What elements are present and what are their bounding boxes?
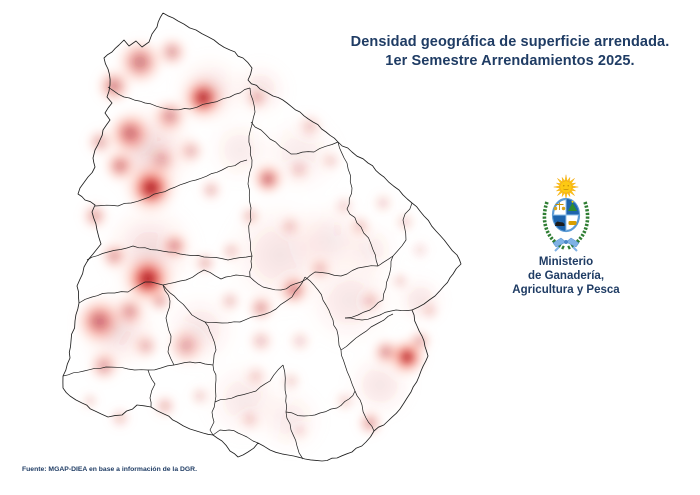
heat-blob bbox=[79, 390, 101, 412]
border-salto-tacuarembo-ns bbox=[247, 87, 256, 278]
border-paysandu-rionegro bbox=[86, 245, 253, 261]
heat-blob bbox=[225, 55, 295, 125]
heat-blob bbox=[200, 110, 280, 190]
heat-blob bbox=[151, 392, 179, 420]
heat-blob bbox=[390, 270, 450, 330]
ministry-line2: de Ganadería, bbox=[527, 270, 605, 282]
map-title: Densidad geográfica de superficie arrend… bbox=[325, 33, 695, 71]
heatmap-layer bbox=[70, 34, 450, 460]
heat-blob bbox=[370, 190, 396, 216]
ministry-line1: Ministerio bbox=[538, 256, 594, 268]
heat-blob bbox=[168, 48, 252, 132]
mgap-logo bbox=[542, 174, 590, 252]
border-montevideo bbox=[212, 429, 259, 444]
border-canelones-maldonado bbox=[285, 411, 304, 460]
ministry-line3: Agricultura y Pesca bbox=[512, 284, 620, 296]
source-note: Fuente: MGAP-DIEA en base a información … bbox=[22, 466, 197, 473]
ribbon-icon bbox=[552, 237, 580, 252]
sun-ray-icon bbox=[564, 174, 568, 181]
hill-icon bbox=[568, 200, 577, 211]
border-soriano-sanjose bbox=[147, 364, 175, 371]
sun-ray-icon bbox=[572, 185, 579, 189]
sun-mouth-icon bbox=[563, 188, 569, 191]
map-title-line2: 1er Semestre Arrendamientos 2025. bbox=[385, 53, 635, 69]
map-title-line1: Densidad geográfica de superficie arrend… bbox=[350, 34, 670, 50]
border-soriano-flores bbox=[162, 284, 175, 366]
border-treintaytres-cerrolargo-s bbox=[345, 309, 413, 321]
border-rivera-tacuarembo bbox=[250, 121, 339, 155]
shield-cross-lines bbox=[553, 199, 579, 231]
scales-icon bbox=[553, 202, 566, 211]
sun-icon bbox=[559, 180, 573, 194]
heat-blob bbox=[250, 380, 330, 460]
border-lavalleja-maldonado bbox=[285, 390, 356, 417]
border-florida-lavalleja bbox=[304, 276, 356, 392]
border-canelones-lavalleja bbox=[282, 364, 288, 413]
border-artigas-salto bbox=[107, 86, 251, 111]
border-yi-river bbox=[162, 276, 306, 324]
heat-blob bbox=[95, 95, 205, 205]
border-florida-canelones bbox=[214, 364, 284, 403]
border-flores-sanjose bbox=[173, 361, 214, 366]
border-lavalleja-rocha-ne bbox=[340, 313, 394, 351]
heat-blob bbox=[408, 238, 432, 262]
border-cerrolargo-treintaytres-w bbox=[344, 255, 394, 319]
border-soriano-colonia bbox=[62, 366, 149, 377]
heat-blob bbox=[107, 405, 133, 431]
heat-blob bbox=[70, 282, 166, 378]
heat-blob bbox=[335, 215, 405, 285]
horse-icon bbox=[555, 221, 565, 226]
ox-icon bbox=[568, 221, 577, 225]
heat-blob bbox=[95, 195, 205, 305]
border-colonia-sanjose bbox=[147, 369, 156, 408]
heat-blob bbox=[340, 345, 420, 425]
sun-eye-icon bbox=[567, 185, 569, 187]
sun-eye-icon bbox=[563, 185, 565, 187]
border-rio-negro-river bbox=[78, 202, 413, 304]
heat-blob bbox=[245, 325, 277, 357]
border-tacuarembo-cerrolargo bbox=[337, 141, 379, 267]
border-flores-florida bbox=[204, 321, 217, 366]
border-maldonado-rocha bbox=[354, 390, 375, 432]
sun-ray-icon bbox=[553, 185, 560, 189]
ministry-name: Ministerio de Ganadería, Agricultura y P… bbox=[486, 255, 646, 297]
border-sanjose-florida bbox=[212, 364, 217, 403]
border-sanjose-canelones bbox=[209, 401, 216, 436]
heat-blob bbox=[155, 285, 245, 375]
department-borders bbox=[62, 86, 413, 460]
heat-blob bbox=[406, 327, 434, 355]
heat-blob bbox=[94, 66, 134, 106]
border-salto-paysandu bbox=[94, 159, 248, 207]
heat-blob bbox=[392, 209, 418, 235]
